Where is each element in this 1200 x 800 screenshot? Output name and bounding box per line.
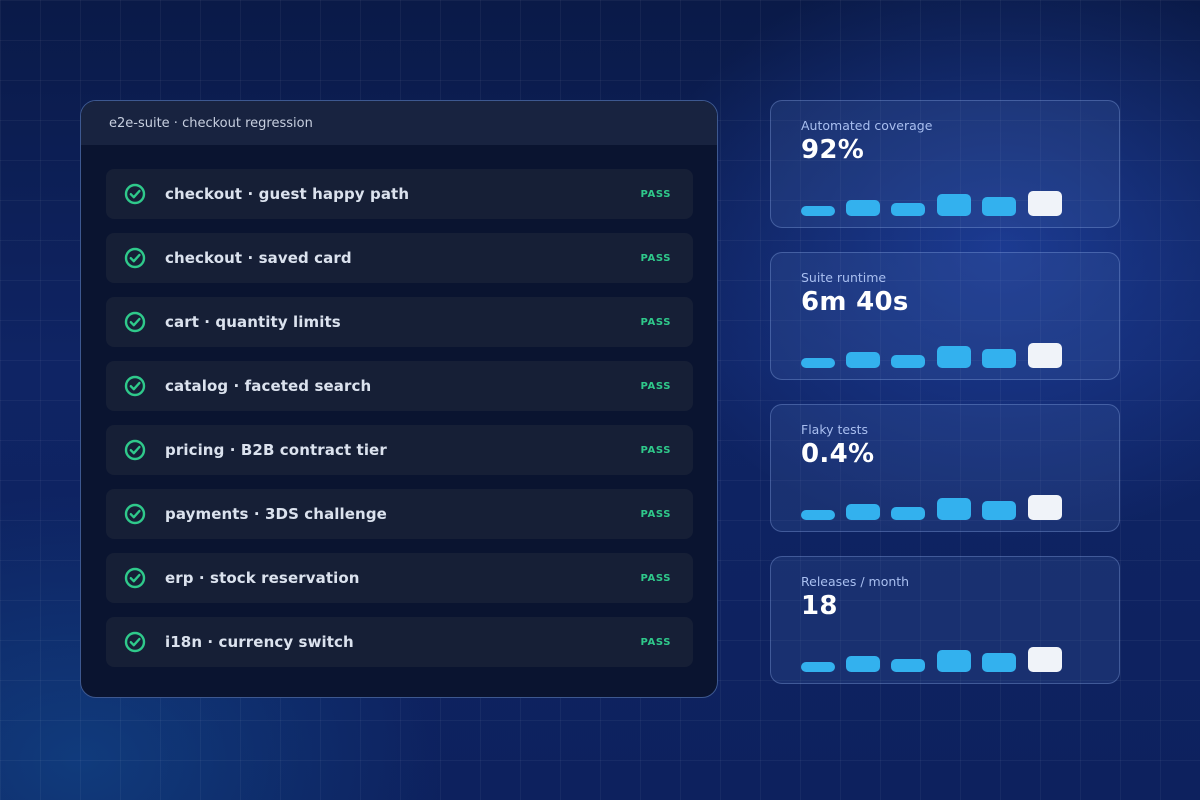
- mini-bar: [937, 498, 971, 520]
- check-circle-icon: [124, 631, 146, 653]
- test-name: pricing · B2B contract tier: [165, 441, 387, 459]
- mini-bar: [937, 194, 971, 216]
- check-circle-icon: [124, 439, 146, 461]
- status-badge: PASS: [640, 252, 671, 264]
- mini-bar: [801, 662, 835, 672]
- mini-bar: [937, 650, 971, 672]
- check-circle-icon: [124, 247, 146, 269]
- mini-bar-current: [1028, 191, 1062, 216]
- metric-value: 18: [801, 591, 838, 621]
- test-name: checkout · guest happy path: [165, 185, 410, 203]
- status-badge: PASS: [640, 444, 671, 456]
- metric-label: Automated coverage: [801, 118, 933, 133]
- test-suite-panel: e2e-suite · checkout regression checkout…: [80, 100, 718, 698]
- test-row[interactable]: cart · quantity limits PASS: [106, 297, 693, 347]
- metric-card-runtime: Suite runtime 6m 40s: [770, 252, 1120, 380]
- check-circle-icon: [124, 567, 146, 589]
- status-badge: PASS: [640, 380, 671, 392]
- metric-value: 92%: [801, 135, 865, 165]
- mini-bar: [982, 501, 1016, 520]
- status-badge: PASS: [640, 316, 671, 328]
- test-row[interactable]: i18n · currency switch PASS: [106, 617, 693, 667]
- test-name: payments · 3DS challenge: [165, 505, 387, 523]
- mini-bar: [801, 206, 835, 216]
- test-name: checkout · saved card: [165, 249, 352, 267]
- mini-bar-chart: [771, 101, 1119, 227]
- check-circle-icon: [124, 311, 146, 333]
- mini-bar-current: [1028, 495, 1062, 520]
- mini-bar-current: [1028, 647, 1062, 672]
- mini-bar: [801, 358, 835, 368]
- metric-label: Flaky tests: [801, 422, 869, 437]
- mini-bar: [891, 355, 925, 368]
- test-list: checkout · guest happy path PASS checkou…: [81, 145, 717, 667]
- test-row[interactable]: checkout · guest happy path PASS: [106, 169, 693, 219]
- mini-bar: [982, 197, 1016, 216]
- mini-bar: [891, 507, 925, 520]
- check-circle-icon: [124, 503, 146, 525]
- test-row[interactable]: catalog · faceted search PASS: [106, 361, 693, 411]
- metric-card-flaky-tests: Flaky tests 0.4%: [770, 404, 1120, 532]
- check-circle-icon: [124, 183, 146, 205]
- test-row[interactable]: erp · stock reservation PASS: [106, 553, 693, 603]
- mini-bar-chart: [771, 557, 1119, 683]
- test-name: erp · stock reservation: [165, 569, 360, 587]
- suite-header: e2e-suite · checkout regression: [81, 101, 717, 145]
- mini-bar: [982, 349, 1016, 368]
- test-name: i18n · currency switch: [165, 633, 354, 651]
- metric-value: 0.4%: [801, 439, 875, 469]
- metric-card-releases: Releases / month 18: [770, 556, 1120, 684]
- mini-bar-chart: [771, 405, 1119, 531]
- test-row[interactable]: payments · 3DS challenge PASS: [106, 489, 693, 539]
- mini-bar: [891, 659, 925, 672]
- check-circle-icon: [124, 375, 146, 397]
- status-badge: PASS: [640, 188, 671, 200]
- test-name: cart · quantity limits: [165, 313, 341, 331]
- mini-bar-chart: [771, 253, 1119, 379]
- mini-bar: [801, 510, 835, 520]
- mini-bar: [937, 346, 971, 368]
- mini-bar: [982, 653, 1016, 672]
- status-badge: PASS: [640, 572, 671, 584]
- metric-card-coverage: Automated coverage 92%: [770, 100, 1120, 228]
- test-row[interactable]: pricing · B2B contract tier PASS: [106, 425, 693, 475]
- mini-bar: [891, 203, 925, 216]
- test-name: catalog · faceted search: [165, 377, 372, 395]
- suite-title: e2e-suite · checkout regression: [109, 115, 313, 131]
- test-row[interactable]: checkout · saved card PASS: [106, 233, 693, 283]
- status-badge: PASS: [640, 636, 671, 648]
- metric-label: Suite runtime: [801, 270, 887, 285]
- metric-label: Releases / month: [801, 574, 910, 589]
- metric-value: 6m 40s: [801, 287, 909, 317]
- mini-bar: [846, 656, 880, 672]
- mini-bar: [846, 200, 880, 216]
- mini-bar: [846, 504, 880, 520]
- mini-bar-current: [1028, 343, 1062, 368]
- status-badge: PASS: [640, 508, 671, 520]
- mini-bar: [846, 352, 880, 368]
